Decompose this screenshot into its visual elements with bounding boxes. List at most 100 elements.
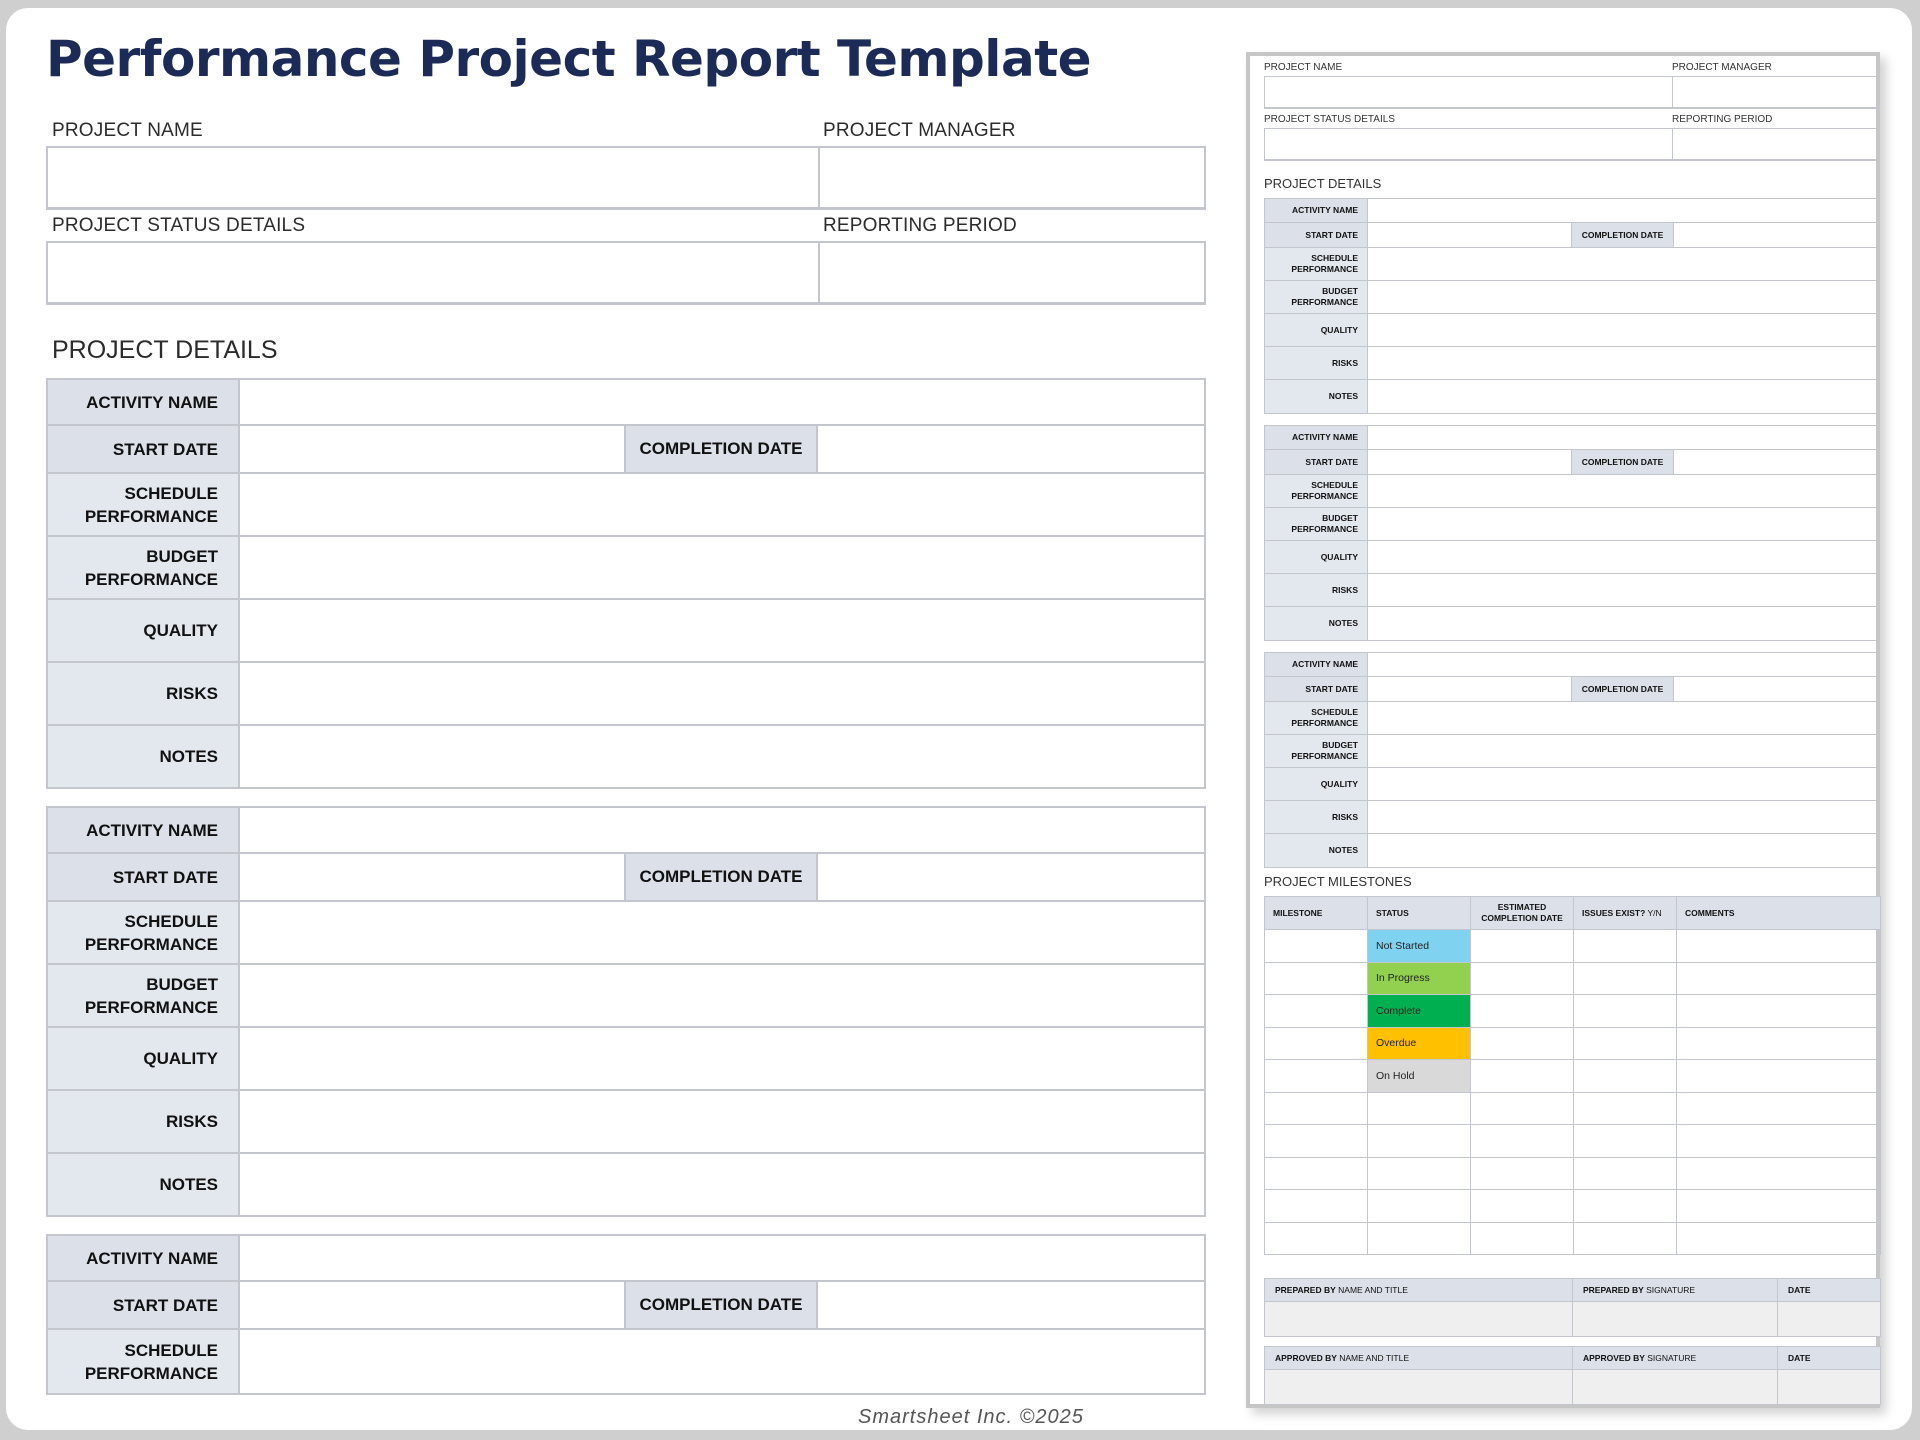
comments-cell[interactable]: [1676, 1221, 1881, 1255]
project-milestones-heading: PROJECT MILESTONES: [1264, 874, 1412, 889]
issues-exist-cell[interactable]: [1573, 1124, 1677, 1158]
status-cell[interactable]: In Progress: [1367, 961, 1471, 995]
activity-name-input[interactable]: [240, 1236, 1204, 1280]
comments-cell[interactable]: [1676, 1156, 1881, 1190]
budget-performance-row: BUDGET PERFORMANCE: [1265, 508, 1877, 541]
reporting-period-label: REPORTING PERIOD: [823, 215, 1017, 236]
status-cell[interactable]: [1367, 1124, 1471, 1158]
status-cell[interactable]: Complete: [1367, 994, 1471, 1028]
issues-exist-cell[interactable]: [1573, 1026, 1677, 1060]
milestone-cell[interactable]: [1264, 1091, 1368, 1125]
estimated-completion-cell[interactable]: [1470, 1059, 1574, 1093]
issues-exist-cell[interactable]: [1573, 994, 1677, 1028]
comments-cell[interactable]: [1676, 961, 1881, 995]
start-date-label: START DATE: [1265, 223, 1368, 247]
status-cell[interactable]: [1367, 1221, 1471, 1255]
comments-cell[interactable]: [1676, 1059, 1881, 1093]
status-cell[interactable]: [1367, 1189, 1471, 1223]
milestone-cell[interactable]: [1264, 1221, 1368, 1255]
issues-exist-cell[interactable]: [1573, 929, 1677, 963]
activity-block: ACTIVITY NAME START DATE COMPLETION DATE …: [1264, 425, 1878, 641]
start-date-input[interactable]: [240, 1282, 624, 1328]
quality-input[interactable]: [240, 1028, 1204, 1089]
approved-date-input[interactable]: [1777, 1369, 1881, 1405]
milestone-cell[interactable]: [1264, 929, 1368, 963]
project-name-input[interactable]: [48, 148, 818, 207]
risks-row: RISKS: [48, 1091, 1204, 1154]
risks-input[interactable]: [240, 663, 1204, 724]
estimated-completion-cell[interactable]: [1470, 1091, 1574, 1125]
estimated-completion-cell[interactable]: [1470, 994, 1574, 1028]
completion-date-input[interactable]: [818, 426, 1204, 472]
field-divider: [1672, 129, 1673, 159]
prepared-date-input[interactable]: [1777, 1301, 1881, 1337]
quality-label: QUALITY: [1265, 768, 1368, 800]
estimated-completion-cell[interactable]: [1470, 929, 1574, 963]
start-date-input[interactable]: [240, 854, 624, 900]
estimated-completion-cell[interactable]: [1470, 1026, 1574, 1060]
notes-input[interactable]: [240, 1154, 1204, 1215]
quality-label: QUALITY: [48, 600, 240, 661]
completion-date-input[interactable]: [818, 1282, 1204, 1328]
prepared-by-name-input[interactable]: [1264, 1301, 1573, 1337]
milestone-cell[interactable]: [1264, 1189, 1368, 1223]
comments-cell[interactable]: [1676, 1091, 1881, 1125]
issues-exist-cell[interactable]: [1573, 1059, 1677, 1093]
estimated-completion-cell[interactable]: [1470, 1124, 1574, 1158]
budget-performance-input[interactable]: [240, 965, 1204, 1026]
reporting-period-input[interactable]: [820, 243, 1204, 302]
comments-cell[interactable]: [1676, 1189, 1881, 1223]
issues-exist-cell[interactable]: [1573, 1189, 1677, 1223]
comments-cell[interactable]: [1676, 1026, 1881, 1060]
issues-exist-cell[interactable]: [1573, 961, 1677, 995]
milestone-row: [1264, 1221, 1881, 1255]
milestone-cell[interactable]: [1264, 961, 1368, 995]
notes-row: NOTES: [1265, 380, 1877, 413]
milestone-cell[interactable]: [1264, 1124, 1368, 1158]
milestone-row: [1264, 1124, 1881, 1158]
notes-label: NOTES: [1265, 380, 1368, 413]
completion-date-input[interactable]: [818, 854, 1204, 900]
comments-cell[interactable]: [1676, 994, 1881, 1028]
schedule-performance-row: SCHEDULE PERFORMANCE: [1265, 248, 1877, 281]
activity-name-input[interactable]: [240, 808, 1204, 852]
schedule-performance-input[interactable]: [240, 902, 1204, 963]
status-cell[interactable]: [1367, 1091, 1471, 1125]
estimated-completion-cell[interactable]: [1470, 1156, 1574, 1190]
milestone-cell[interactable]: [1264, 994, 1368, 1028]
status-cell[interactable]: On Hold: [1367, 1059, 1471, 1093]
milestone-cell[interactable]: [1264, 1059, 1368, 1093]
project-status-details-input[interactable]: [48, 243, 818, 302]
status-cell[interactable]: [1367, 1156, 1471, 1190]
issues-exist-cell[interactable]: [1573, 1156, 1677, 1190]
approved-by-name-input[interactable]: [1264, 1369, 1573, 1405]
approved-by-name-header: APPROVED BY NAME AND TITLE: [1264, 1346, 1573, 1370]
budget-performance-label: BUDGET PERFORMANCE: [1265, 508, 1368, 540]
approved-by-signature-input[interactable]: [1572, 1369, 1778, 1405]
status-cell[interactable]: Overdue: [1367, 1026, 1471, 1060]
comments-cell[interactable]: [1676, 929, 1881, 963]
project-manager-input[interactable]: [820, 148, 1204, 207]
schedule-performance-input[interactable]: [240, 1330, 1204, 1393]
comments-column-header: COMMENTS: [1676, 896, 1881, 930]
start-date-input[interactable]: [240, 426, 624, 472]
notes-input[interactable]: [240, 726, 1204, 787]
budget-performance-input[interactable]: [240, 537, 1204, 598]
quality-input[interactable]: [240, 600, 1204, 661]
activity-name-input[interactable]: [240, 380, 1204, 424]
milestone-cell[interactable]: [1264, 1156, 1368, 1190]
schedule-performance-input[interactable]: [240, 474, 1204, 535]
prepared-by-signature-input[interactable]: [1572, 1301, 1778, 1337]
status-cell[interactable]: Not Started: [1367, 929, 1471, 963]
milestone-cell[interactable]: [1264, 1026, 1368, 1060]
activity-name-row: ACTIVITY NAME: [1265, 653, 1877, 677]
issues-exist-cell[interactable]: [1573, 1221, 1677, 1255]
project-manager-label: PROJECT MANAGER: [1672, 62, 1772, 73]
estimated-completion-cell[interactable]: [1470, 1189, 1574, 1223]
risks-input[interactable]: [240, 1091, 1204, 1152]
estimated-completion-cell[interactable]: [1470, 1221, 1574, 1255]
estimated-completion-cell[interactable]: [1470, 961, 1574, 995]
comments-cell[interactable]: [1676, 1124, 1881, 1158]
activity-name-row: ACTIVITY NAME: [1265, 426, 1877, 450]
issues-exist-cell[interactable]: [1573, 1091, 1677, 1125]
